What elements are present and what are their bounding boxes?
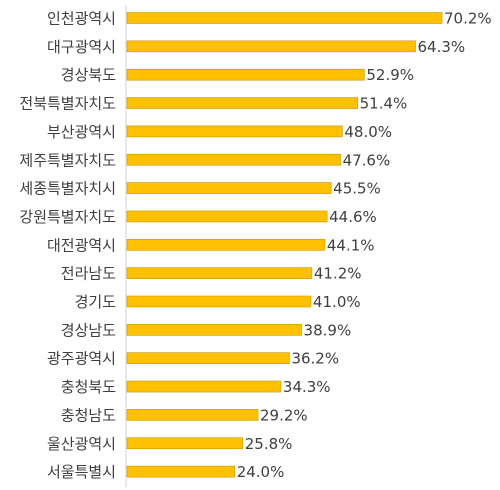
value-label-12: 38.9% (304, 321, 352, 339)
value-label-4: 51.4% (360, 95, 408, 113)
bar-8 (126, 210, 328, 223)
bar-5 (126, 125, 343, 138)
bar-3 (126, 68, 365, 81)
value-label-10: 41.2% (314, 265, 362, 283)
value-label-11: 41.0% (313, 293, 361, 311)
category-label-6: 제주특별자치도 (19, 151, 116, 169)
bar-6 (126, 153, 341, 166)
value-label-5: 48.0% (344, 123, 392, 141)
value-label-8: 44.6% (329, 208, 377, 226)
value-labels: 70.2% 64.3%52.9% 51.4% 48.0% 47.6% 45.5% 44.6%… (237, 10, 492, 482)
bar-1 (126, 12, 443, 24)
category-label-8: 강원특별자치도 (19, 208, 116, 226)
value-label-3: 52.9% (366, 66, 414, 84)
bar-7 (126, 182, 332, 194)
bar-9 (126, 239, 326, 251)
value-label-16: 25.8% (245, 435, 293, 453)
category-label-14: 충청북도 (61, 378, 116, 396)
bar-4 (126, 97, 358, 109)
category-labels: 인천광역시대구광역시경상북도전북특별자치도부산광역시제주특별자치도세종특별자치시… (19, 10, 116, 482)
category-label-2: 대구광역시 (47, 38, 116, 56)
bar-2 (126, 40, 416, 53)
category-label-16: 울산광역시 (47, 435, 116, 453)
category-label-5: 부산광역시 (47, 123, 116, 141)
bar-15 (126, 409, 259, 421)
bar-11 (126, 295, 312, 308)
bar-17 (126, 465, 235, 478)
value-label-9: 44.1% (327, 236, 375, 254)
category-label-4: 전북특별자치도 (19, 95, 116, 113)
category-label-7: 세종특별자치시 (19, 180, 116, 198)
value-label-13: 36.2% (291, 350, 339, 368)
category-label-15: 충청남도 (61, 406, 116, 424)
value-label-6: 47.6% (343, 151, 391, 169)
category-label-3: 경상북도 (61, 66, 116, 84)
value-label-17: 24.0% (237, 463, 285, 481)
value-label-7: 45.5% (333, 180, 381, 198)
category-label-11: 경기도 (75, 293, 117, 311)
value-label-1: 70.2% (444, 10, 492, 28)
bar-13 (126, 352, 290, 365)
category-label-13: 광주광역시 (47, 350, 116, 368)
bar-10 (126, 267, 313, 279)
bar-16 (126, 437, 244, 450)
value-label-14: 34.3% (283, 378, 331, 396)
category-label-1: 인천광역시 (47, 10, 116, 28)
category-label-12: 경상남도 (61, 321, 116, 339)
category-label-9: 대전광역시 (47, 236, 116, 254)
category-label-17: 서울특별시 (47, 463, 116, 481)
category-label-10: 전라남도 (61, 265, 116, 283)
bar-12 (126, 324, 302, 336)
value-label-2: 64.3% (418, 38, 466, 56)
bar-14 (126, 380, 282, 393)
value-label-15: 29.2% (260, 406, 308, 424)
bars-group (126, 12, 443, 478)
